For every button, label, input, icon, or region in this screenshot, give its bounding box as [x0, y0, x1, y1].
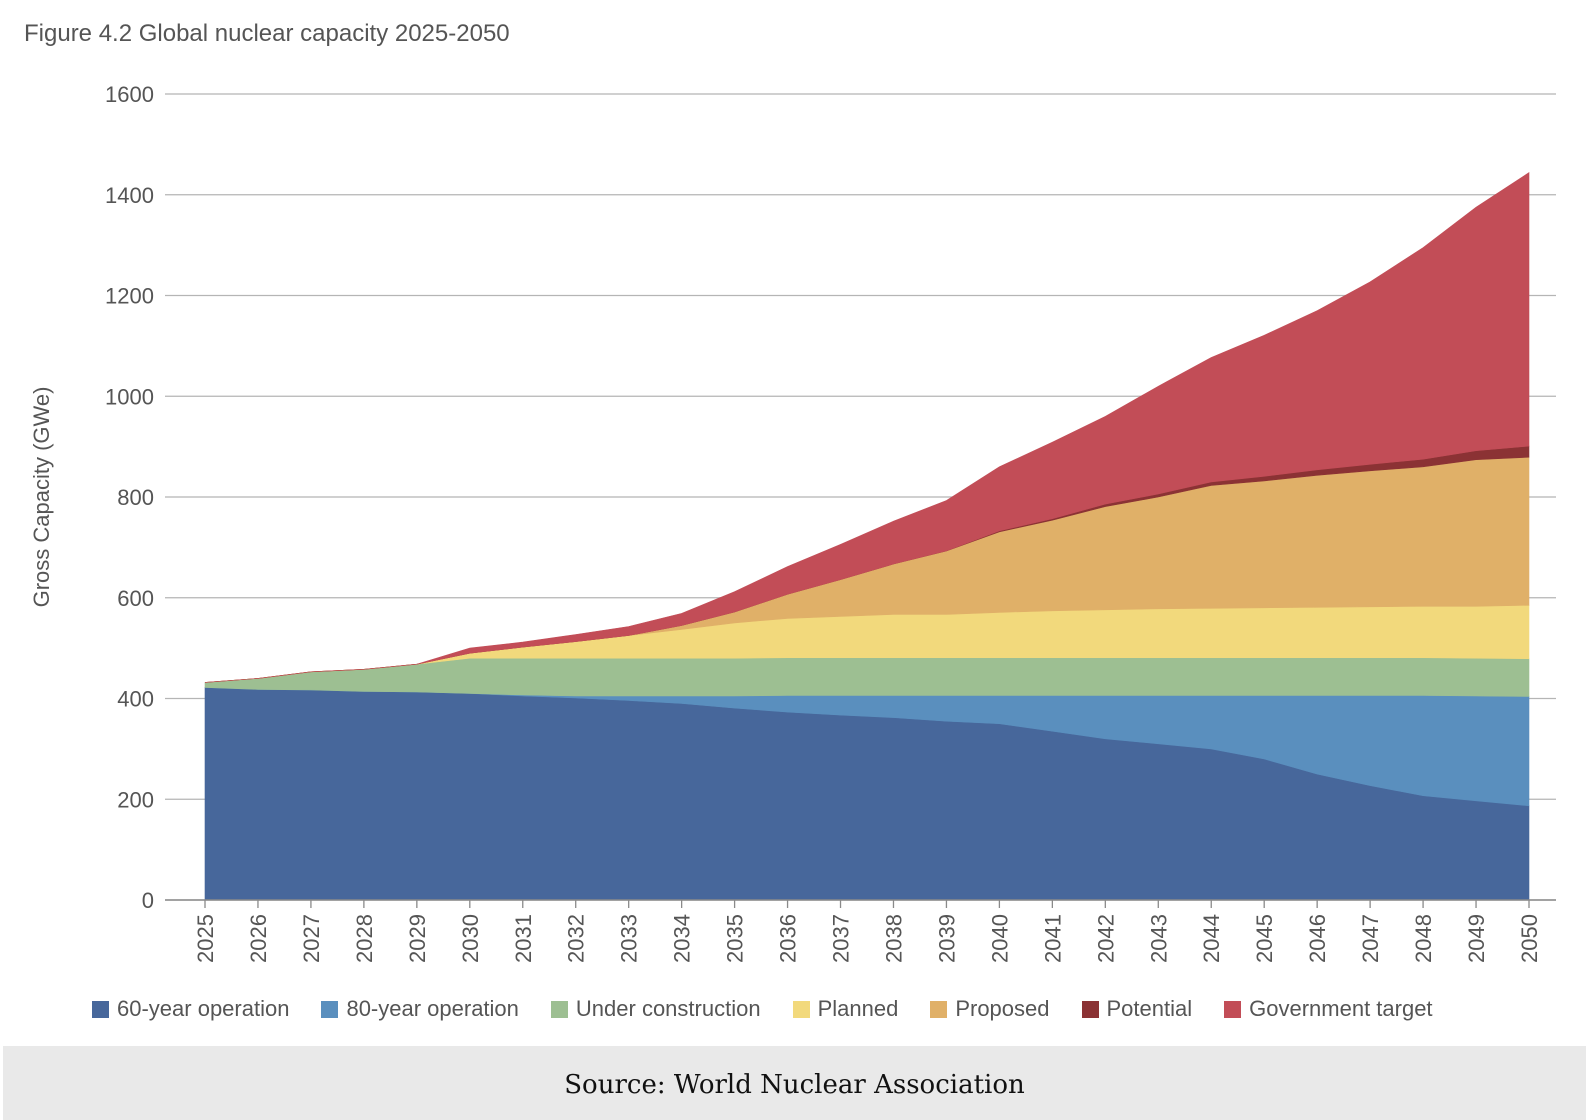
y-tick-label: 0: [142, 888, 154, 913]
x-tick-label: 2047: [1358, 914, 1383, 963]
x-tick-label: 2043: [1146, 914, 1171, 963]
source-banner: Source: World Nuclear Association: [3, 1046, 1586, 1120]
x-tick-label: 2025: [193, 914, 218, 963]
x-tick-label: 2028: [352, 914, 377, 963]
legend-item: Proposed: [930, 996, 1050, 1022]
legend-item: Under construction: [550, 996, 761, 1022]
stacked-area-chart: 0 200 400 600 800 1000 1200 1400 1600 2025 2026 202…: [29, 82, 1556, 963]
x-tick-label: 2034: [670, 914, 695, 963]
x-tick-label: 2045: [1252, 914, 1277, 963]
legend-item: Government target: [1224, 996, 1433, 1022]
x-tick-label: 2039: [934, 914, 959, 963]
x-tick-label: 2031: [511, 914, 536, 963]
x-tick-label: 2030: [458, 914, 483, 963]
y-tick-label: 600: [117, 586, 154, 611]
x-tick-label: 2038: [881, 914, 906, 963]
legend-label: Proposed: [955, 996, 1050, 1021]
legend-label: 80-year operation: [346, 996, 519, 1021]
x-tick-label: 2044: [1199, 914, 1224, 963]
legend-label: 60-year operation: [117, 996, 290, 1021]
legend-swatch: [1224, 1000, 1242, 1018]
x-tick-label: 2029: [405, 914, 430, 963]
x-tick-label: 2041: [1040, 914, 1065, 963]
x-tick-label: 2032: [564, 914, 589, 963]
legend-swatch: [550, 1000, 568, 1018]
x-tick-label: 2036: [776, 914, 801, 963]
area-under-construction: [204, 657, 1530, 697]
area-government-target: [204, 172, 1530, 683]
legend-item: Planned: [792, 996, 899, 1022]
y-tick-label: 800: [117, 485, 154, 510]
y-tick-label: 1200: [105, 284, 154, 309]
x-tick-label: 2027: [299, 914, 324, 963]
x-tick-label: 2033: [617, 914, 642, 963]
legend-item: 80-year operation: [321, 996, 519, 1022]
legend-swatch: [321, 1000, 339, 1018]
x-tick-label: 2026: [246, 914, 271, 963]
legend-swatch: [930, 1000, 948, 1018]
legend-label: Government target: [1249, 996, 1433, 1021]
legend-label: Potential: [1106, 996, 1193, 1021]
x-tick-label: 2035: [723, 914, 748, 963]
y-tick-label: 1000: [105, 384, 154, 409]
figure-title: Figure 4.2 Global nuclear capacity 2025-…: [24, 20, 510, 47]
source-text: Source: World Nuclear Association: [564, 1070, 1025, 1100]
area-series: [204, 172, 1530, 901]
x-tick-label: 2050: [1517, 914, 1542, 963]
legend-item: Potential: [1081, 996, 1193, 1022]
x-tick-label: 2049: [1464, 914, 1489, 963]
axes: 0 200 400 600 800 1000 1200 1400 1600 2025 2026 202…: [105, 82, 1556, 963]
legend-label: Planned: [817, 996, 899, 1021]
y-tick-label: 200: [117, 787, 154, 812]
y-tick-label: 1400: [105, 183, 154, 208]
y-tick-label: 400: [117, 687, 154, 712]
x-tick-label: 2040: [987, 914, 1012, 963]
legend-label: Under construction: [575, 996, 761, 1021]
legend-swatch: [1081, 1000, 1099, 1018]
chart-legend: 60-year operation 80-year operation Under …: [92, 996, 1465, 1022]
x-tick-label: 2046: [1305, 914, 1330, 963]
x-tick-label: 2042: [1093, 914, 1118, 963]
legend-item: 60-year operation: [92, 996, 289, 1022]
y-tick-label: 1600: [105, 82, 154, 107]
y-axis-label: Gross Capacity (GWe): [29, 387, 54, 608]
legend-swatch: [92, 1000, 109, 1018]
x-tick-label: 2037: [829, 914, 854, 963]
legend-swatch: [792, 1000, 810, 1018]
x-tick-label: 2048: [1411, 914, 1436, 963]
